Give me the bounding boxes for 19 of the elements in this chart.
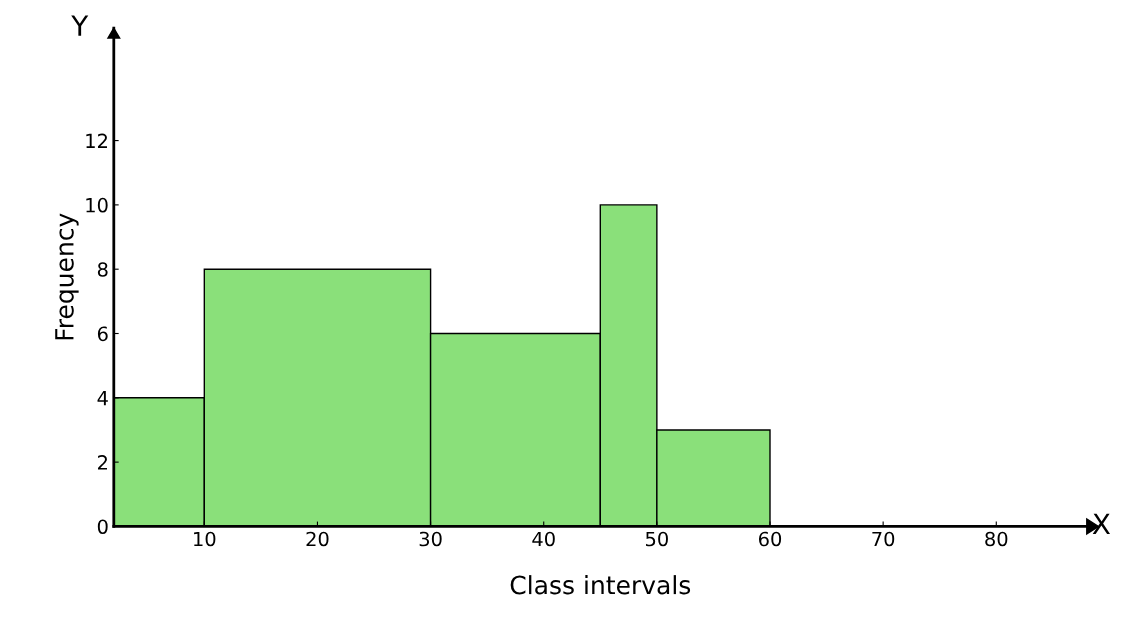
x-tick-label: 70 xyxy=(872,531,895,547)
y-axis-title: Frequency xyxy=(55,213,79,340)
x-tick-label: 60 xyxy=(758,531,782,547)
y-tick-label: 8 xyxy=(97,262,108,277)
text: X xyxy=(1092,513,1111,535)
y-tick-label: 10 xyxy=(86,197,108,213)
text: Y xyxy=(71,15,89,36)
x-tick-label: 20 xyxy=(306,531,329,547)
x-tick-label: 50 xyxy=(645,531,668,547)
x-axis-title: Class intervals xyxy=(510,575,691,595)
x-tick-label: 10 xyxy=(194,531,216,547)
y-tick-label: 6 xyxy=(97,326,108,342)
y-tick-label: 0 xyxy=(97,519,108,535)
y-tick-label: 12 xyxy=(86,133,107,148)
y-tick-label: 2 xyxy=(97,455,107,470)
x-tick-label: 30 xyxy=(419,531,442,547)
x-tick-label: 80 xyxy=(985,531,1008,547)
y-tick-label: 4 xyxy=(97,391,108,406)
x-tick-label: 40 xyxy=(532,531,555,547)
